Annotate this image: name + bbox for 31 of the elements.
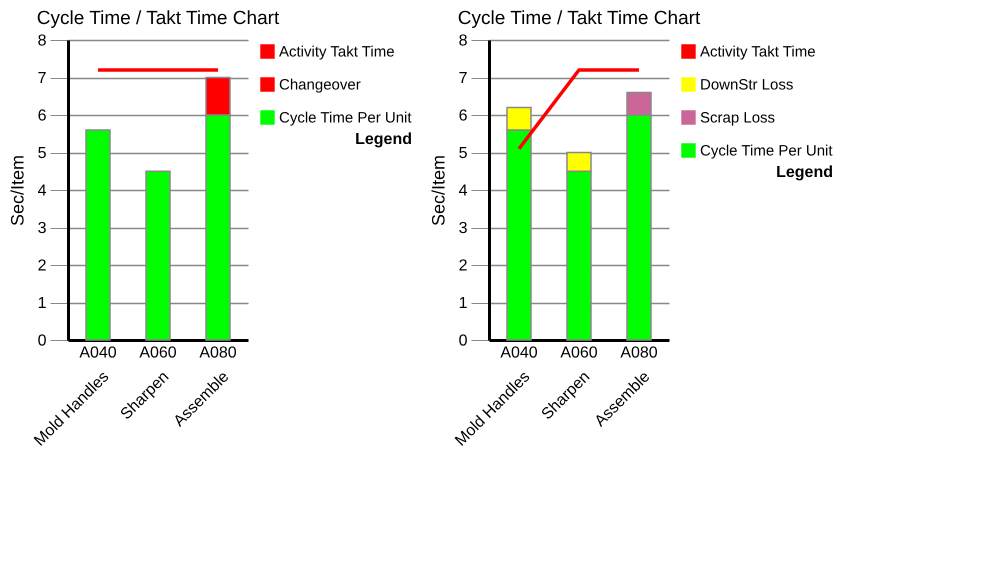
y-tick-label: 3 [38,220,47,237]
y-tick-label: 2 [38,258,47,274]
y-tick-label: 5 [458,145,468,162]
legend-label: Activity Takt Time [700,44,816,60]
y-tick-label: 2 [458,258,468,274]
y-tick-label: 1 [458,295,468,312]
y-tick-label: 5 [38,145,47,162]
y-tick-label: 8 [38,32,47,50]
y-tick-label: 4 [458,182,468,200]
chart-title: Cycle Time / Takt Time Chart [36,8,280,29]
legend-label: Cycle Time Per Unit [279,110,412,126]
y-tick-label: 0 [38,332,47,350]
y-tick-label: 4 [38,182,47,200]
legend-label: Activity Takt Time [279,44,395,60]
y-axis-title: Sec/Item [428,154,449,226]
chart-title: Cycle Time / Takt Time Chart [458,8,701,29]
y-tick-label: 6 [458,108,468,124]
y-tick-label: 3 [458,220,468,237]
legend-label: DownStr Loss [700,76,794,94]
y-axis-title: Sec/Item [8,154,28,226]
legend-title: Legend [776,164,833,181]
y-tick-label: 1 [38,295,47,312]
legend-label: Cycle Time Per Unit [700,142,834,160]
y-tick-label: 8 [458,32,468,50]
legend-title: Legend [355,131,412,148]
y-tick-label: 0 [458,332,468,350]
y-tick-label: 7 [458,70,468,87]
legend-label: Changeover [279,76,361,94]
y-tick-label: 7 [38,70,47,87]
legend-label: Scrap Loss [700,110,776,126]
y-tick-label: 6 [38,108,47,124]
